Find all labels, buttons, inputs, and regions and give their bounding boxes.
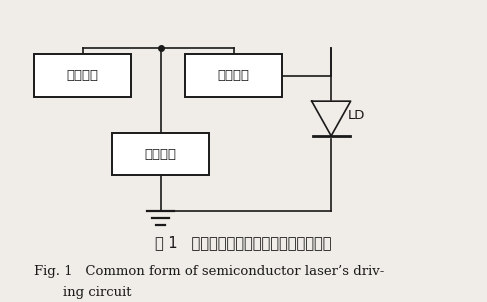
Text: 储能元件: 储能元件	[145, 147, 177, 161]
Text: 开关元件: 开关元件	[218, 69, 250, 82]
Text: 充电元件: 充电元件	[67, 69, 99, 82]
Text: LD: LD	[348, 109, 366, 122]
Bar	[112, 133, 209, 175]
Bar	[34, 54, 131, 97]
Bar	[185, 54, 282, 97]
Text: Fig. 1   Common form of semiconductor laser’s driv-: Fig. 1 Common form of semiconductor lase…	[34, 265, 384, 278]
Text: 图 1   半导体激光器驱动电路结构一般形式: 图 1 半导体激光器驱动电路结构一般形式	[155, 236, 332, 251]
Text: ing circuit: ing circuit	[63, 286, 132, 300]
